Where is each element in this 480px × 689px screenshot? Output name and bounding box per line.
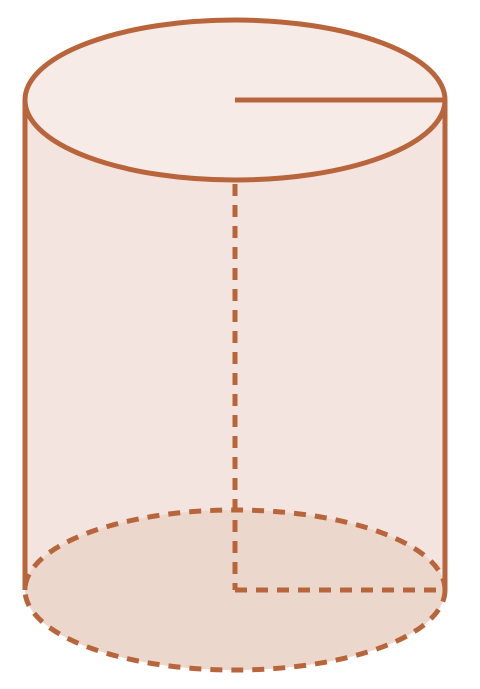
cylinder-body [22, 17, 448, 673]
